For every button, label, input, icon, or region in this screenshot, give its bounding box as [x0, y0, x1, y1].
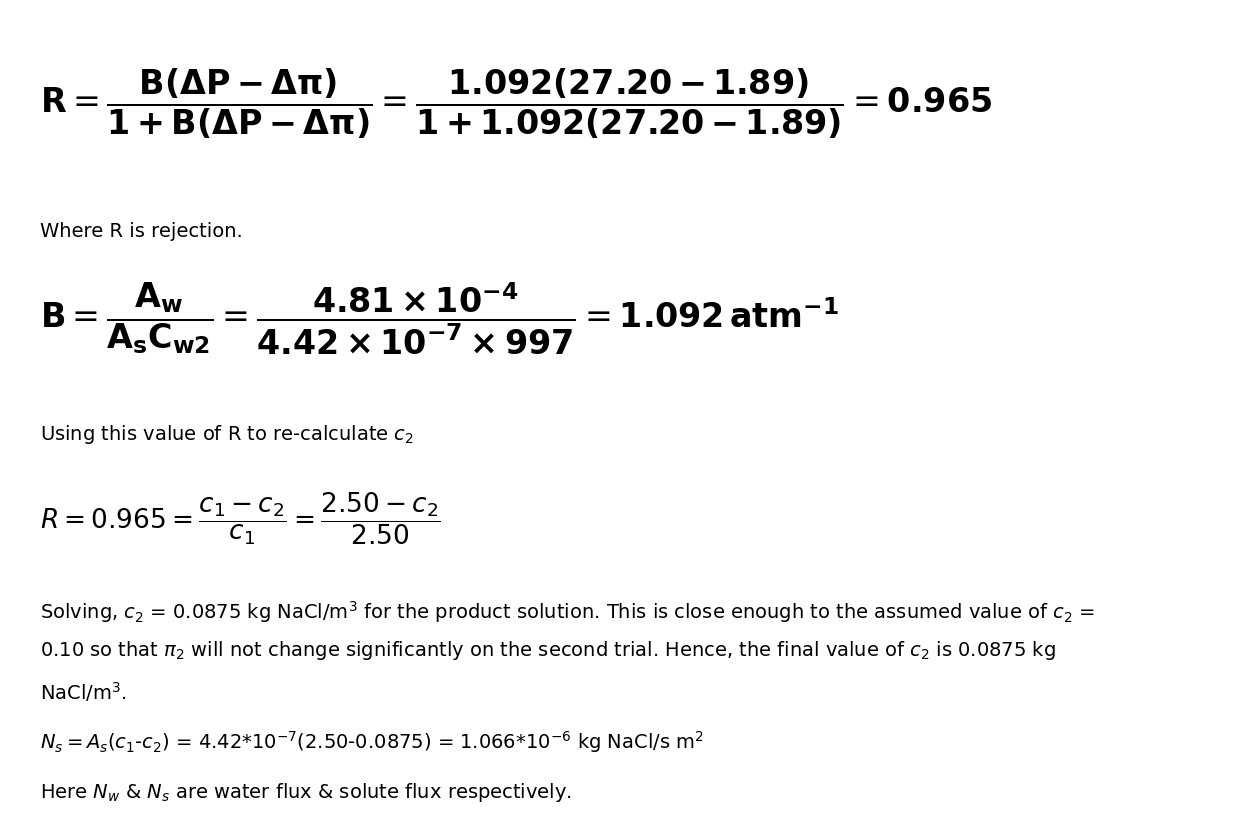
- Text: NaCl/m$^3$.: NaCl/m$^3$.: [40, 680, 127, 704]
- Text: Here $N_w$ & $N_s$ are water flux & solute flux respectively.: Here $N_w$ & $N_s$ are water flux & solu…: [40, 781, 571, 804]
- Text: $\mathbf{B} = \dfrac{\mathbf{A_w}}{\mathbf{A_s C_{w2}}} = \dfrac{\mathbf{4.81 \t: $\mathbf{B} = \dfrac{\mathbf{A_w}}{\math…: [40, 281, 838, 357]
- Text: $N_s = A_s(c_1$-$c_2)$ = 4.42*10$^{-7}$(2.50-0.0875) = 1.066*10$^{-6}$ kg NaCl/s: $N_s = A_s(c_1$-$c_2)$ = 4.42*10$^{-7}$(…: [40, 729, 703, 755]
- Text: Using this value of R to re-calculate $c_2$: Using this value of R to re-calculate $c…: [40, 423, 414, 446]
- Text: Solving, $c_2$ = 0.0875 kg NaCl/m$^3$ for the product solution. This is close en: Solving, $c_2$ = 0.0875 kg NaCl/m$^3$ fo…: [40, 599, 1094, 625]
- Text: $R = 0.965 = \dfrac{c_1 - c_2}{c_1} = \dfrac{2.50 - c_2}{2.50}$: $R = 0.965 = \dfrac{c_1 - c_2}{c_1} = \d…: [40, 490, 441, 547]
- Text: Where R is rejection.: Where R is rejection.: [40, 222, 242, 241]
- Text: 0.10 so that $\pi_2$ will not change significantly on the second trial. Hence, t: 0.10 so that $\pi_2$ will not change sig…: [40, 639, 1056, 662]
- Text: $\mathbf{R} = \dfrac{\mathbf{B(\Delta P - \Delta\pi)}}{\mathbf{1 + B(\Delta P - : $\mathbf{R} = \dfrac{\mathbf{B(\Delta P …: [40, 67, 992, 142]
